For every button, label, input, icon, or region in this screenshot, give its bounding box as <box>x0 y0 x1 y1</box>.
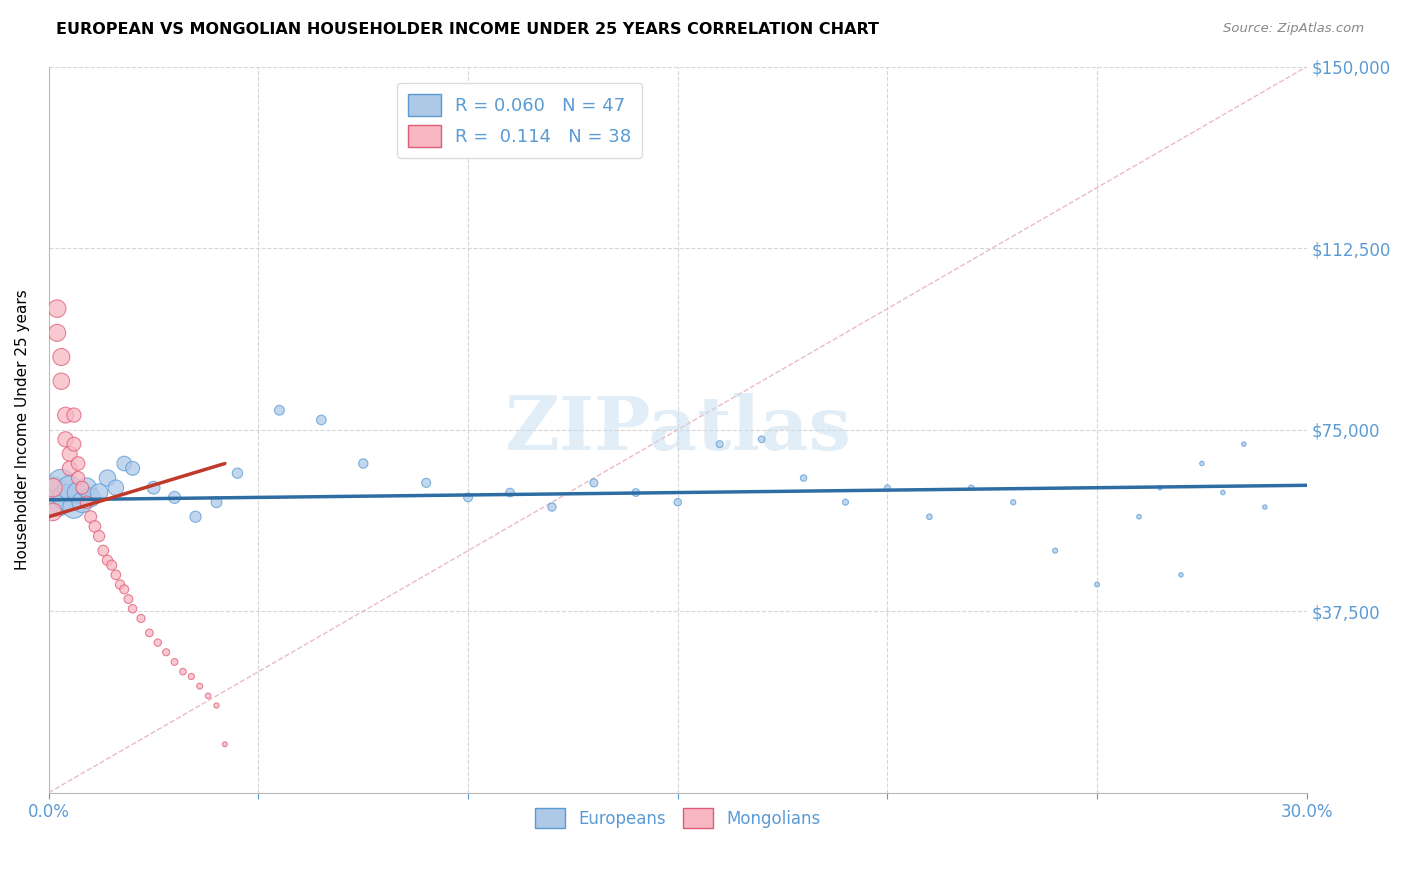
Point <box>87 529 110 543</box>
Point <box>172 665 194 679</box>
Point <box>72 481 94 495</box>
Text: EUROPEAN VS MONGOLIAN HOUSEHOLDER INCOME UNDER 25 YEARS CORRELATION CHART: EUROPEAN VS MONGOLIAN HOUSEHOLDER INCOME… <box>56 22 879 37</box>
Point <box>142 481 165 495</box>
Point <box>55 491 77 505</box>
Point <box>67 471 90 485</box>
Point <box>180 669 202 683</box>
Point <box>51 374 73 388</box>
Point <box>1002 495 1025 509</box>
Point <box>1170 567 1192 582</box>
Point <box>1233 437 1256 451</box>
Point <box>59 447 82 461</box>
Point <box>63 408 86 422</box>
Point <box>129 611 152 625</box>
Point <box>117 592 139 607</box>
Point <box>499 485 522 500</box>
Point <box>226 466 249 480</box>
Point <box>163 491 186 505</box>
Point <box>87 485 110 500</box>
Point <box>184 509 207 524</box>
Point <box>63 437 86 451</box>
Point <box>76 481 98 495</box>
Point <box>72 495 94 509</box>
Point <box>104 567 127 582</box>
Legend: Europeans, Mongolians: Europeans, Mongolians <box>529 802 827 835</box>
Point <box>51 350 73 364</box>
Point <box>876 481 898 495</box>
Text: Source: ZipAtlas.com: Source: ZipAtlas.com <box>1223 22 1364 36</box>
Point <box>55 432 77 446</box>
Point <box>666 495 689 509</box>
Point <box>709 437 731 451</box>
Point <box>188 679 211 693</box>
Point <box>311 413 333 427</box>
Point <box>91 543 114 558</box>
Point <box>834 495 856 509</box>
Point <box>121 601 143 615</box>
Point <box>205 698 228 713</box>
Point <box>59 481 82 495</box>
Point <box>146 635 169 649</box>
Point <box>42 481 65 495</box>
Point <box>960 481 983 495</box>
Point <box>582 475 605 490</box>
Point <box>1043 543 1066 558</box>
Point <box>269 403 291 417</box>
Point <box>46 301 69 316</box>
Point <box>1085 577 1108 591</box>
Point <box>197 689 219 703</box>
Point <box>76 495 98 509</box>
Point <box>67 485 90 500</box>
Point <box>214 737 236 751</box>
Point <box>112 457 135 471</box>
Point <box>100 558 122 573</box>
Point <box>352 457 374 471</box>
Point <box>918 509 941 524</box>
Point <box>1149 481 1171 495</box>
Point <box>155 645 177 659</box>
Point <box>55 408 77 422</box>
Point <box>104 481 127 495</box>
Point <box>457 491 479 505</box>
Point <box>541 500 564 514</box>
Point <box>793 471 815 485</box>
Point <box>42 505 65 519</box>
Point <box>51 475 73 490</box>
Point <box>59 461 82 475</box>
Point <box>42 485 65 500</box>
Point <box>1254 500 1277 514</box>
Point <box>163 655 186 669</box>
Text: ZIPatlas: ZIPatlas <box>505 393 851 467</box>
Point <box>112 582 135 597</box>
Point <box>1191 457 1213 471</box>
Point <box>83 519 105 533</box>
Point <box>1212 485 1234 500</box>
Point <box>67 457 90 471</box>
Point <box>96 553 118 567</box>
Point <box>205 495 228 509</box>
Point <box>138 626 160 640</box>
Point <box>1128 509 1150 524</box>
Y-axis label: Householder Income Under 25 years: Householder Income Under 25 years <box>15 289 30 570</box>
Point <box>108 577 131 591</box>
Point <box>751 432 773 446</box>
Point <box>96 471 118 485</box>
Point <box>46 326 69 340</box>
Point <box>624 485 647 500</box>
Point <box>63 500 86 514</box>
Point <box>79 491 101 505</box>
Point <box>121 461 143 475</box>
Point <box>79 509 101 524</box>
Point <box>415 475 437 490</box>
Point <box>46 495 69 509</box>
